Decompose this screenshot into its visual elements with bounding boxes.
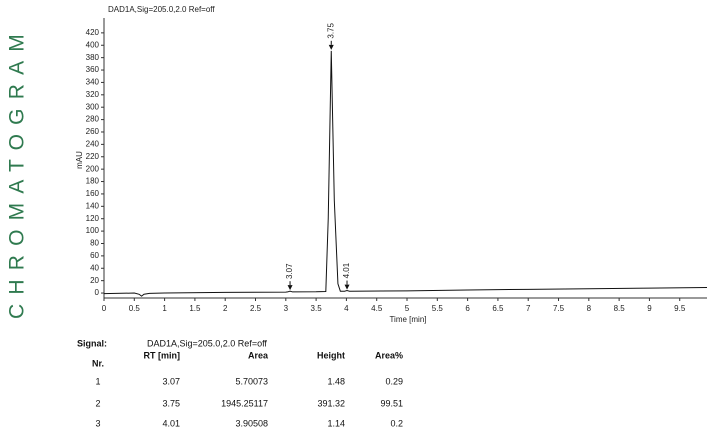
y-tick-label: 320 [86, 90, 100, 99]
table-cell: 3.75 [162, 398, 180, 408]
x-tick-label: 9 [647, 304, 652, 313]
y-tick-label: 180 [86, 177, 100, 186]
x-tick-label: 6 [465, 304, 470, 313]
table-cell: 1.48 [327, 376, 345, 386]
x-tick-label: 1.5 [189, 304, 201, 313]
peak-marker [328, 44, 334, 50]
x-tick-label: 1 [162, 304, 167, 313]
x-tick-label: 0.5 [129, 304, 141, 313]
table-header: Nr. [92, 358, 104, 368]
signal-label: Signal: [77, 338, 107, 348]
table-header: Area% [375, 350, 403, 360]
y-tick-label: 360 [86, 65, 100, 74]
y-tick-label: 240 [86, 139, 100, 148]
y-tick-label: 420 [86, 28, 100, 37]
side-title: CHROMATOGRAM [6, 25, 29, 319]
table-cell: 5.70073 [235, 376, 268, 386]
table-cell: 1.14 [327, 418, 345, 427]
table-header: Height [317, 350, 345, 360]
x-tick-label: 8.5 [614, 304, 626, 313]
y-tick-label: 340 [86, 78, 100, 87]
y-tick-label: 380 [86, 53, 100, 62]
table-cell: 2 [95, 398, 100, 408]
x-tick-label: 2.5 [250, 304, 262, 313]
table-cell: 3 [95, 418, 100, 427]
x-tick-label: 5 [405, 304, 410, 313]
table-cell: 1945.25117 [221, 398, 268, 408]
peak-marker [287, 285, 293, 291]
peak-label: 4.01 [342, 262, 351, 278]
x-tick-label: 7 [526, 304, 531, 313]
x-tick-label: 4.5 [371, 304, 383, 313]
y-tick-label: 60 [90, 251, 99, 260]
table-cell: 4.01 [162, 418, 180, 427]
table-header: RT [min] [144, 350, 181, 360]
y-tick-label: 280 [86, 115, 100, 124]
y-tick-label: 140 [86, 201, 100, 210]
y-tick-label: 200 [86, 164, 100, 173]
x-tick-label: 5.5 [432, 304, 444, 313]
x-tick-label: 3 [284, 304, 289, 313]
y-tick-label: 120 [86, 214, 100, 223]
x-tick-label: 4 [344, 304, 349, 313]
x-tick-label: 3.5 [311, 304, 323, 313]
trace-line [103, 50, 707, 297]
y-tick-label: 0 [95, 288, 100, 297]
y-tick-label: 300 [86, 102, 100, 111]
table-cell: 99.51 [380, 398, 403, 408]
chart-title: DAD1A,Sig=205.0,2.0 Ref=off [108, 5, 215, 14]
y-tick-label: 220 [86, 152, 100, 161]
table-cell: 391.32 [317, 398, 345, 408]
table-cell: 3.90508 [235, 418, 268, 427]
y-tick-label: 100 [86, 226, 100, 235]
table-cell: 1 [95, 376, 100, 386]
y-tick-label: 40 [90, 263, 99, 272]
y-tick-label: 80 [90, 239, 99, 248]
table-cell: 0.2 [390, 418, 403, 427]
table-cell: 3.07 [162, 376, 180, 386]
x-tick-label: 6.5 [492, 304, 504, 313]
peak-label: 3.75 [326, 22, 335, 38]
x-tick-label: 2 [223, 304, 228, 313]
peak-marker [344, 284, 350, 290]
y-axis-label: mAU [75, 151, 84, 169]
x-tick-label: 7.5 [553, 304, 565, 313]
y-tick-label: 20 [90, 276, 99, 285]
x-tick-label: 8 [587, 304, 592, 313]
y-tick-label: 160 [86, 189, 100, 198]
table-cell: 0.29 [385, 376, 403, 386]
x-axis-label: Time [min] [389, 315, 426, 324]
y-tick-label: 400 [86, 40, 100, 49]
x-tick-label: 9.5 [674, 304, 686, 313]
signal-text: DAD1A,Sig=205.0,2.0 Ref=off [147, 338, 267, 348]
x-tick-label: 0 [102, 304, 107, 313]
peak-label: 3.07 [285, 263, 294, 279]
y-tick-label: 260 [86, 127, 100, 136]
table-header: Area [248, 350, 269, 360]
